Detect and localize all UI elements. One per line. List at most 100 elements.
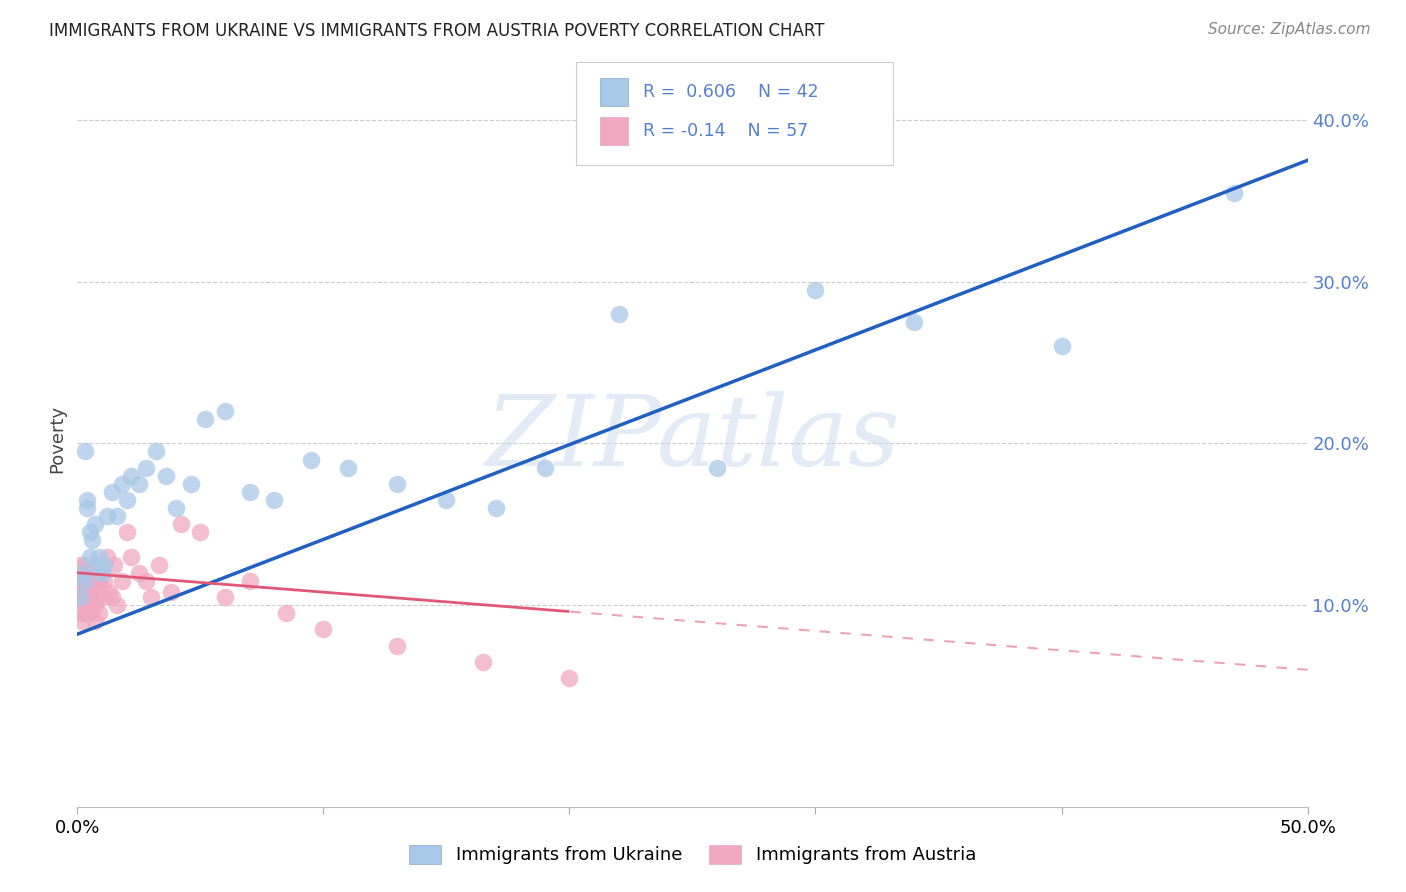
Point: [93, 574, 115, 588]
Point: [135, 460, 157, 475]
Point: [160, 585, 183, 599]
Point: [121, 468, 143, 483]
Point: [76, 492, 98, 507]
Point: [165, 501, 187, 516]
Point: [70, 614, 93, 628]
Point: [115, 492, 138, 507]
Point: [89, 549, 111, 564]
Point: [76, 606, 98, 620]
Point: [90, 566, 114, 580]
Point: [76, 501, 98, 516]
Point: [73, 585, 96, 599]
Point: [337, 460, 360, 475]
Point: [70, 566, 93, 580]
Point: [79, 590, 101, 604]
Point: [79, 549, 101, 564]
Point: [79, 574, 101, 588]
Point: [472, 655, 495, 669]
Point: [436, 492, 458, 507]
Point: [70, 574, 93, 588]
Point: [96, 549, 118, 564]
Point: [706, 460, 728, 475]
Point: [239, 484, 262, 499]
Point: [73, 574, 96, 588]
Point: [385, 639, 409, 653]
Point: [73, 574, 96, 588]
Point: [83, 614, 105, 628]
Point: [1223, 186, 1246, 200]
Point: [73, 444, 96, 458]
Point: [83, 574, 105, 588]
Point: [607, 307, 630, 321]
Point: [98, 585, 121, 599]
Text: IMMIGRANTS FROM UKRAINE VS IMMIGRANTS FROM AUSTRIA POVERTY CORRELATION CHART: IMMIGRANTS FROM UKRAINE VS IMMIGRANTS FR…: [49, 22, 825, 40]
Point: [558, 671, 581, 685]
Point: [69, 606, 91, 620]
Point: [82, 585, 104, 599]
Point: [105, 598, 128, 612]
Point: [155, 468, 177, 483]
Point: [83, 598, 105, 612]
Point: [93, 558, 115, 572]
Point: [299, 452, 322, 467]
Point: [69, 582, 91, 596]
Y-axis label: Poverty: Poverty: [48, 405, 66, 474]
Point: [485, 501, 508, 516]
Legend: Immigrants from Ukraine, Immigrants from Austria: Immigrants from Ukraine, Immigrants from…: [409, 845, 976, 864]
Point: [105, 509, 128, 524]
Point: [82, 574, 104, 588]
Point: [111, 476, 132, 491]
Point: [214, 590, 236, 604]
Point: [1050, 339, 1073, 353]
Point: [103, 558, 125, 572]
Text: ZIPatlas: ZIPatlas: [485, 392, 900, 487]
Point: [239, 574, 262, 588]
Point: [903, 315, 925, 329]
Point: [67, 574, 90, 588]
Point: [804, 283, 827, 297]
Point: [385, 476, 409, 491]
Point: [83, 517, 105, 532]
Point: [101, 590, 124, 604]
Point: [128, 566, 150, 580]
Text: R =  0.606    N = 42: R = 0.606 N = 42: [643, 83, 818, 101]
Point: [70, 566, 93, 580]
Point: [89, 606, 111, 620]
Point: [180, 476, 202, 491]
Point: [128, 476, 150, 491]
Point: [194, 412, 217, 426]
Point: [82, 598, 104, 612]
Point: [82, 533, 104, 548]
Point: [121, 549, 143, 564]
Point: [76, 598, 98, 612]
Point: [89, 574, 111, 588]
Point: [170, 517, 193, 532]
Point: [276, 606, 298, 620]
Point: [73, 598, 96, 612]
Text: Source: ZipAtlas.com: Source: ZipAtlas.com: [1208, 22, 1371, 37]
Point: [141, 590, 163, 604]
Point: [263, 492, 285, 507]
Point: [135, 574, 157, 588]
Point: [101, 484, 124, 499]
Point: [69, 590, 91, 604]
Point: [79, 566, 101, 580]
Text: R = -0.14    N = 57: R = -0.14 N = 57: [643, 122, 808, 140]
Point: [76, 585, 98, 599]
Point: [70, 585, 93, 599]
Point: [79, 606, 101, 620]
Point: [73, 558, 96, 572]
Point: [148, 558, 170, 572]
Point: [86, 590, 108, 604]
Point: [69, 558, 91, 572]
Point: [90, 590, 114, 604]
Point: [111, 574, 132, 588]
Point: [73, 606, 96, 620]
Point: [90, 566, 114, 580]
Point: [76, 574, 98, 588]
Point: [86, 558, 108, 572]
Point: [534, 460, 557, 475]
Point: [96, 509, 118, 524]
Point: [70, 590, 93, 604]
Point: [86, 574, 108, 588]
